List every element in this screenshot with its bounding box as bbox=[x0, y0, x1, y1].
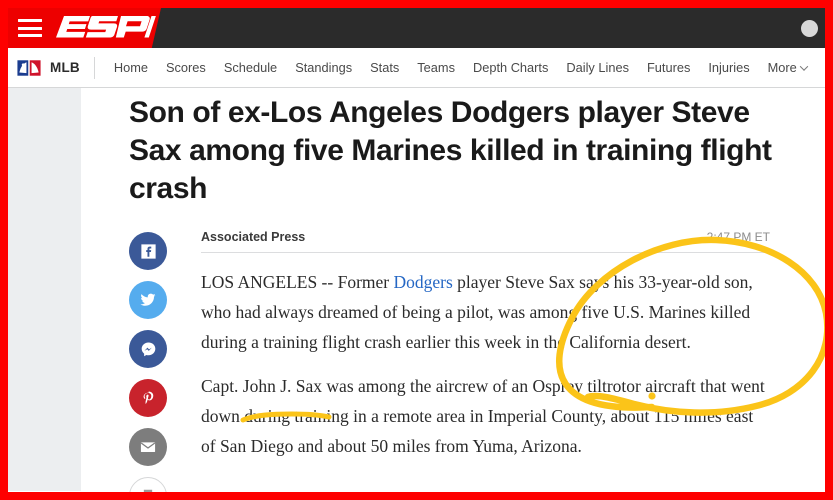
nav-item-scores[interactable]: Scores bbox=[165, 60, 206, 75]
byline: Associated Press bbox=[201, 230, 306, 244]
nav-item-standings[interactable]: Standings bbox=[295, 60, 353, 75]
article-meta: Associated Press 2:47 PM ET bbox=[201, 230, 770, 253]
profile-icon[interactable] bbox=[801, 20, 818, 37]
nav-item-teams[interactable]: Teams bbox=[417, 60, 455, 75]
email-share-icon[interactable] bbox=[129, 428, 167, 466]
hamburger-icon[interactable] bbox=[18, 19, 42, 37]
mlb-logo-group[interactable]: MLB bbox=[16, 58, 94, 77]
page-title: Son of ex-Los Angeles Dodgers player Ste… bbox=[129, 96, 772, 205]
messenger-share-icon[interactable] bbox=[129, 330, 167, 368]
nav-item-daily-lines[interactable]: Daily Lines bbox=[566, 60, 629, 75]
print-icon[interactable] bbox=[129, 477, 167, 492]
nav-item-injuries[interactable]: Injuries bbox=[708, 60, 750, 75]
article: Son of ex-Los Angeles Dodgers player Ste… bbox=[81, 88, 825, 492]
left-rail bbox=[8, 88, 81, 491]
nav-item-home[interactable]: Home bbox=[113, 60, 148, 75]
nav-divider bbox=[93, 56, 95, 79]
browser-page: MLB Home Scores Schedule Standings Stats… bbox=[8, 8, 825, 492]
twitter-share-icon[interactable] bbox=[129, 281, 167, 319]
nav-item-depth-charts[interactable]: Depth Charts bbox=[472, 60, 549, 75]
article-body: Associated Press 2:47 PM ET LOS ANGELES … bbox=[129, 230, 825, 492]
paragraph-2: Capt. John J. Sax was among the aircrew … bbox=[201, 376, 765, 456]
espn-global-header bbox=[8, 8, 825, 48]
nav-item-stats[interactable]: Stats bbox=[370, 60, 400, 75]
nav-item-futures[interactable]: Futures bbox=[646, 60, 691, 75]
paragraph-1: LOS ANGELES -- Former Dodgers player Ste… bbox=[201, 267, 770, 357]
espn-logo[interactable] bbox=[56, 15, 156, 41]
chevron-down-icon bbox=[799, 61, 809, 71]
league-label: MLB bbox=[50, 60, 80, 75]
pinterest-share-icon[interactable] bbox=[129, 379, 167, 417]
mlb-logo bbox=[16, 58, 42, 77]
dodgers-link[interactable]: Dodgers bbox=[393, 272, 453, 292]
story-column: Associated Press 2:47 PM ET LOS ANGELES … bbox=[201, 230, 796, 492]
timestamp: 2:47 PM ET bbox=[706, 230, 770, 244]
nav-item-more[interactable]: More bbox=[759, 60, 816, 75]
share-rail bbox=[129, 230, 201, 492]
league-nav-bar: MLB Home Scores Schedule Standings Stats… bbox=[8, 48, 825, 88]
page-content: Son of ex-Los Angeles Dodgers player Ste… bbox=[8, 88, 825, 492]
nav-item-schedule[interactable]: Schedule bbox=[223, 60, 278, 75]
facebook-share-icon[interactable] bbox=[129, 232, 167, 270]
nav-item-more-label: More bbox=[767, 60, 797, 75]
paragraph-1-lead: LOS ANGELES -- Former bbox=[201, 272, 394, 292]
